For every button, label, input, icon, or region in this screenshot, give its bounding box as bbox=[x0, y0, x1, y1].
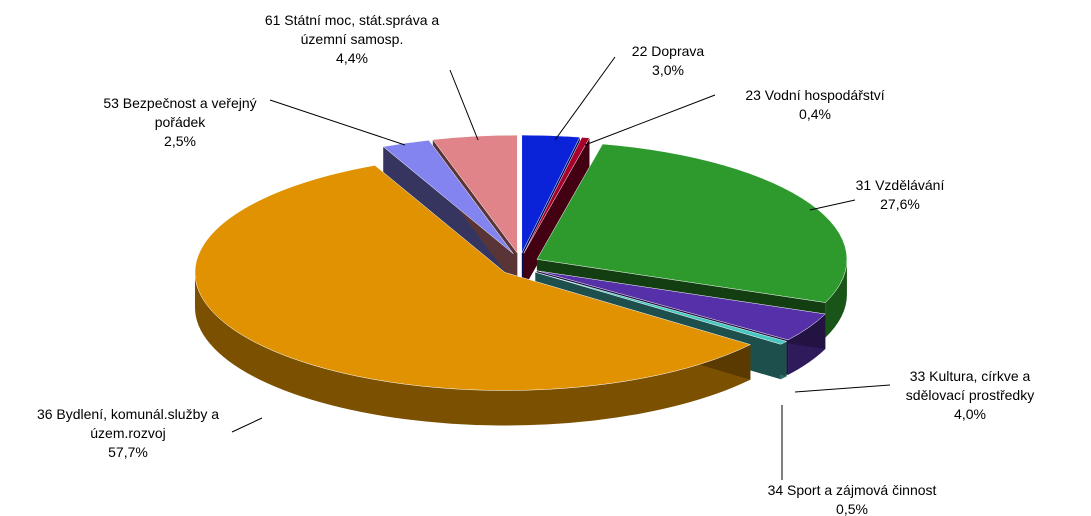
data-label: 23 Vodní hospodářství 0,4% bbox=[715, 86, 915, 124]
leader-line bbox=[584, 94, 716, 146]
data-label: 31 Vzdělávání 27,6% bbox=[830, 176, 970, 214]
leader-line bbox=[809, 199, 856, 211]
value-label: 57,7% bbox=[108, 444, 148, 460]
leader-line bbox=[231, 417, 263, 433]
leader-line bbox=[449, 69, 479, 141]
value-label: 2,5% bbox=[164, 133, 196, 149]
category-label: 23 Vodní hospodářství bbox=[745, 87, 885, 103]
leader-line bbox=[269, 99, 406, 146]
value-label: 0,4% bbox=[799, 106, 831, 122]
slice bbox=[536, 143, 848, 303]
slice-side bbox=[825, 259, 847, 338]
data-label: 34 Sport a zájmová činnost 0,5% bbox=[732, 481, 972, 516]
slice-side bbox=[194, 272, 751, 426]
category-label: 22 Doprava bbox=[631, 43, 705, 59]
slice bbox=[536, 270, 826, 341]
value-label: 4,4% bbox=[336, 50, 368, 66]
data-label: 22 Doprava 3,0% bbox=[593, 42, 743, 80]
leader-line bbox=[794, 384, 891, 393]
slice bbox=[194, 165, 752, 391]
slice-wall bbox=[523, 137, 590, 289]
category-label: 31 Vzdělávání bbox=[855, 177, 945, 193]
slice bbox=[535, 271, 788, 345]
slice bbox=[382, 139, 514, 254]
leader-line bbox=[554, 56, 616, 141]
value-label: 3,0% bbox=[652, 62, 684, 78]
data-label: 61 Státní moc, stát.správa a územní samo… bbox=[247, 11, 457, 68]
value-label: 4,0% bbox=[954, 406, 986, 422]
category-label: 61 Státní moc, stát.správa a územní samo… bbox=[264, 12, 440, 47]
data-label: 36 Bydlení, komunál.služby a územ.rozvoj… bbox=[23, 405, 233, 462]
slice bbox=[523, 137, 590, 254]
category-label: 36 Bydlení, komunál.služby a územ.rozvoj bbox=[36, 406, 220, 441]
slice bbox=[432, 134, 518, 254]
data-label: 33 Kultura, církve a sdělovací prostředk… bbox=[880, 367, 1060, 424]
slice bbox=[521, 134, 581, 254]
value-label: 27,6% bbox=[880, 196, 920, 212]
category-label: 33 Kultura, církve a sdělovací prostředk… bbox=[905, 368, 1035, 403]
category-label: 34 Sport a zájmová činnost bbox=[767, 482, 937, 498]
data-label: 53 Bezpečnost a veřejný pořádek 2,5% bbox=[80, 94, 280, 151]
category-label: 53 Bezpečnost a veřejný pořádek bbox=[103, 95, 257, 130]
value-label: 0,5% bbox=[836, 501, 868, 516]
